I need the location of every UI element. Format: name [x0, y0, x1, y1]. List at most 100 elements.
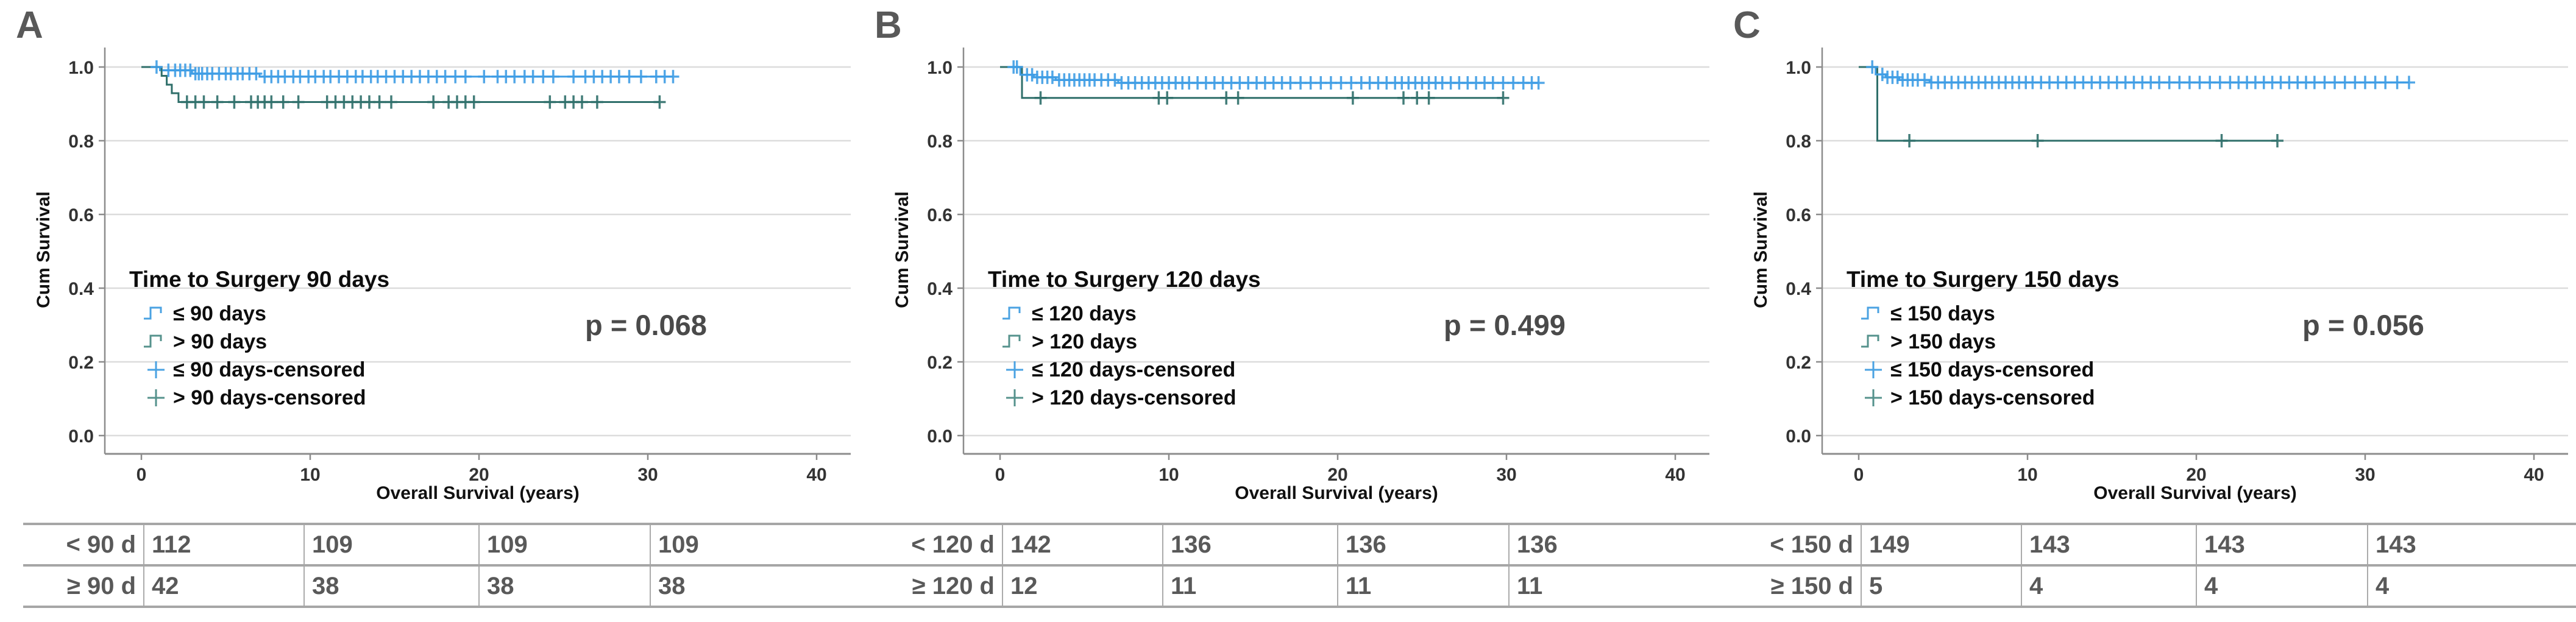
censor-mark [211, 95, 224, 109]
censor-mark [653, 95, 666, 109]
censor-mark [667, 69, 679, 83]
count-cell: 109 [478, 524, 650, 565]
row-label-cell: < 90 d [66, 531, 136, 558]
panel-letter: B [875, 4, 902, 46]
legend: Time to Surgery 90 days ≤ 90 days > 90 d… [129, 267, 389, 412]
plus-symbol-icon [147, 361, 165, 378]
legend-title: Time to Surgery 120 days [988, 267, 1261, 292]
count-cell: 38 [650, 565, 885, 607]
censor-mark [1422, 91, 1435, 105]
x-tick-label: 10 [2017, 465, 2037, 485]
censor-mark [459, 69, 472, 83]
count-cell: 11 [1508, 565, 1744, 607]
censor-mark [373, 95, 386, 109]
y-tick-label: 1.0 [927, 58, 953, 78]
y-tick-label: 0.2 [68, 353, 94, 373]
table-row: < 90 d 112 109 109 109 [23, 524, 885, 565]
count-cell: 142 [1002, 524, 1163, 565]
risk-table: < 150 d 149 143 143 143 ≥ 150 d 5 4 4 4 [1740, 523, 2576, 608]
legend-item: > 90 days [129, 328, 389, 356]
step-symbol-icon [144, 306, 162, 320]
censor-mark [2329, 76, 2341, 90]
x-tick-label: 0 [137, 465, 147, 485]
y-axis-label: Cum Survival [892, 191, 912, 308]
survival-curve [141, 66, 660, 103]
row-label-cell: ≥ 90 d [66, 572, 136, 599]
censor-mark [228, 95, 241, 109]
count-cell: 38 [303, 565, 479, 607]
y-axis-label: Cum Survival [1751, 191, 1771, 308]
step-symbol-icon [144, 334, 162, 348]
risk-table: < 120 d 142 136 136 136 ≥ 120 d 12 11 11… [882, 523, 1744, 608]
censor-mark [2403, 76, 2415, 90]
legend-title: Time to Surgery 150 days [1847, 267, 2120, 292]
count-cell: 4 [2367, 565, 2576, 607]
x-tick-label: 10 [1158, 465, 1179, 485]
legend-item-label: ≤ 120 days [1032, 302, 1137, 325]
count-cell: 11 [1337, 565, 1509, 607]
y-tick-label: 0.0 [1786, 426, 1811, 447]
plus-symbol-icon [147, 389, 165, 406]
legend-item-label: ≤ 90 days [173, 302, 266, 325]
count-cell: 5 [1861, 565, 2021, 607]
panel-letter: C [1733, 4, 1761, 46]
y-tick-label: 0.8 [68, 132, 94, 152]
x-axis-label: Overall Survival (years) [1235, 483, 1438, 503]
row-label-cell: < 120 d [911, 531, 995, 558]
censor-mark [150, 60, 163, 74]
x-tick-label: 30 [1496, 465, 1516, 485]
survival-curve [1859, 66, 2277, 142]
legend-item-label: > 90 days-censored [173, 386, 366, 409]
censor-mark [1918, 73, 1931, 87]
x-tick-label: 20 [2186, 465, 2206, 485]
legend-item-label: ≤ 150 days [1890, 302, 1995, 325]
x-tick-label: 10 [300, 465, 320, 485]
step-symbol-icon [1002, 334, 1021, 348]
legend-item: ≤ 90 days-censored [129, 356, 389, 384]
x-tick-label: 40 [806, 465, 826, 485]
row-label-cell: < 150 d [1770, 531, 1853, 558]
x-axis-label: Overall Survival (years) [2093, 483, 2297, 503]
censor-mark [277, 95, 289, 109]
y-tick-label: 0.6 [1786, 205, 1811, 225]
censor-mark [292, 95, 305, 109]
plus-symbol-icon [1006, 389, 1023, 406]
censor-mark [385, 95, 397, 109]
p-value: p = 0.068 [585, 309, 707, 341]
censor-mark [250, 66, 263, 80]
censor-mark [1220, 91, 1233, 105]
y-tick-label: 0.6 [68, 205, 94, 225]
censor-mark [1397, 91, 1410, 105]
censor-mark [2031, 134, 2044, 147]
censor-mark [478, 69, 491, 83]
count-cell: 109 [650, 524, 885, 565]
y-tick-label: 0.6 [927, 205, 953, 225]
censor-mark [427, 95, 440, 109]
censor-mark [467, 95, 480, 109]
censor-mark [1497, 91, 1510, 105]
x-tick-label: 30 [2355, 465, 2375, 485]
censor-mark [1034, 91, 1047, 105]
table-row: < 150 d 149 143 143 143 [1740, 524, 2576, 565]
y-tick-label: 0.0 [927, 426, 953, 447]
censor-mark [1232, 91, 1244, 105]
y-tick-label: 0.2 [927, 353, 953, 373]
count-cell: 143 [2367, 524, 2576, 565]
plus-symbol-icon [1865, 389, 1882, 406]
censor-mark [1486, 76, 1499, 90]
count-cell: 11 [1162, 565, 1338, 607]
panel-c: 0.0 0.2 0.4 0.6 0.8 1.0 0 10 20 30 40 C Cum Surviv… [1717, 0, 2576, 622]
y-axis-label: Cum Survival [34, 191, 54, 308]
legend-item: > 120 days [988, 328, 1261, 356]
censor-mark [544, 95, 556, 109]
censor-mark [2379, 76, 2392, 90]
panel-a: 0.0 0.2 0.4 0.6 0.8 1.0 0 10 20 30 40 A Cum Surviv… [0, 0, 885, 622]
x-tick-label: 20 [469, 465, 489, 485]
y-tick-label: 0.4 [1786, 279, 1811, 299]
risk-table: < 90 d 112 109 109 109 ≥ 90 d 42 38 38 3… [23, 523, 885, 608]
censor-mark [1109, 73, 1121, 87]
count-cell: 112 [143, 524, 304, 565]
p-value: p = 0.056 [2302, 309, 2424, 341]
censor-mark [265, 95, 278, 109]
